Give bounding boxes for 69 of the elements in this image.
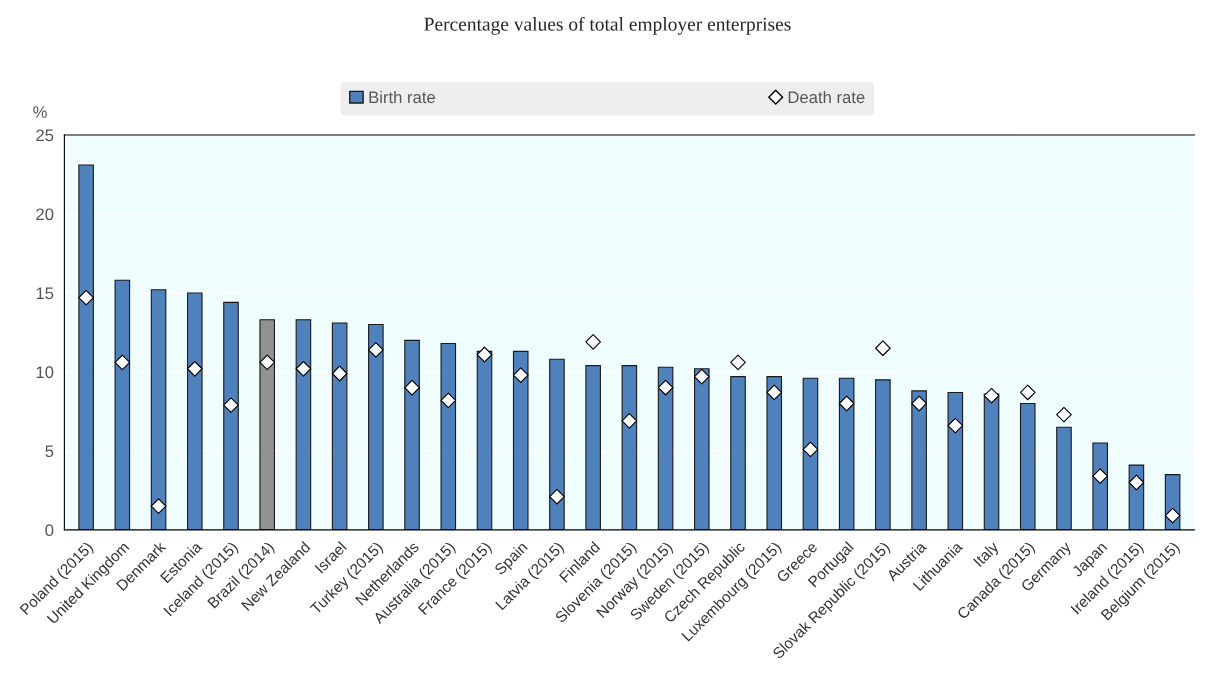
y-tick-label: 10 bbox=[36, 366, 54, 379]
legend-label: Birth rate bbox=[369, 90, 435, 104]
point bbox=[983, 387, 1000, 404]
y-tick-label: 5 bbox=[45, 445, 54, 458]
point bbox=[730, 354, 746, 371]
bar bbox=[512, 350, 529, 530]
bar bbox=[947, 391, 964, 530]
bar bbox=[766, 376, 783, 530]
point bbox=[1019, 384, 1036, 401]
bar bbox=[621, 365, 638, 530]
bar bbox=[476, 350, 493, 530]
point bbox=[114, 354, 131, 371]
point bbox=[331, 365, 348, 382]
point bbox=[1164, 507, 1181, 524]
bar bbox=[911, 390, 927, 530]
point bbox=[512, 367, 529, 383]
point bbox=[476, 346, 493, 363]
legend-label: Death rate bbox=[788, 90, 865, 104]
point bbox=[404, 379, 420, 396]
point bbox=[911, 395, 927, 412]
point bbox=[1128, 474, 1145, 491]
bar bbox=[657, 366, 674, 530]
point bbox=[766, 384, 783, 401]
y-tick-label: 20 bbox=[36, 208, 54, 221]
point bbox=[693, 368, 710, 385]
point bbox=[585, 334, 601, 350]
point bbox=[295, 360, 312, 377]
point bbox=[259, 354, 276, 371]
y-tick-label: 0 bbox=[45, 524, 54, 537]
bar bbox=[838, 377, 855, 530]
bar bbox=[114, 279, 131, 530]
point bbox=[223, 397, 239, 413]
point bbox=[657, 379, 674, 396]
point bbox=[440, 392, 457, 409]
bar bbox=[694, 368, 710, 530]
bar bbox=[585, 365, 601, 530]
bar bbox=[802, 377, 819, 530]
point bbox=[947, 417, 964, 434]
bar bbox=[730, 376, 746, 530]
y-tick-label: 25 bbox=[36, 129, 54, 142]
bar bbox=[549, 358, 565, 530]
bar bbox=[368, 323, 384, 530]
point bbox=[150, 498, 167, 515]
point bbox=[802, 441, 819, 458]
bar bbox=[186, 292, 203, 530]
point bbox=[368, 341, 384, 358]
point bbox=[1092, 468, 1109, 485]
point bbox=[549, 488, 565, 505]
bar bbox=[983, 393, 1000, 530]
y-tick-label: 15 bbox=[36, 287, 54, 300]
bar bbox=[78, 164, 94, 530]
point bbox=[838, 395, 855, 412]
chart-title: Percentage values of total employer enterprises bbox=[424, 16, 791, 35]
bar bbox=[223, 301, 239, 530]
bar bbox=[440, 342, 457, 530]
point bbox=[621, 413, 638, 429]
bar bbox=[1019, 402, 1036, 530]
bar bbox=[875, 379, 891, 530]
bar bbox=[331, 322, 348, 530]
point bbox=[1056, 406, 1072, 423]
bar bbox=[295, 319, 312, 530]
y-axis-title: % bbox=[33, 106, 47, 118]
bar bbox=[1056, 426, 1072, 530]
bar bbox=[404, 339, 420, 530]
point bbox=[186, 360, 203, 377]
point bbox=[78, 289, 94, 306]
point bbox=[875, 340, 891, 357]
bar bbox=[259, 319, 276, 530]
bar bbox=[150, 289, 167, 530]
